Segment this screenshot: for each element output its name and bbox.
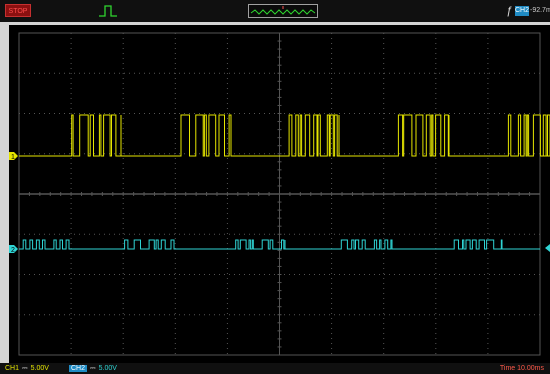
ch1-ground-marker[interactable]: 1 [9,152,18,161]
ch2-ground-marker-label: 2 [11,247,15,254]
waveform-position-preview[interactable] [248,4,318,18]
trigger-source-badge[interactable]: CH2 [515,6,530,16]
ch1-ground-marker-label: 1 [11,154,15,161]
preview-wave [250,6,316,15]
dc-coupling-icon: ⎓ [90,365,96,372]
ch2-label: CH2 [69,365,88,372]
trigger-level: -92.7mV [530,7,550,14]
trigger-level-marker[interactable] [545,244,550,252]
rising-edge-icon: ƒ [506,5,513,17]
ch2-trace [19,239,540,250]
top-status-bar: STOP ƒ CH2 -92.7mV [0,0,550,22]
timebase-readout[interactable]: Time 10.00ms [499,365,544,372]
ch1-scale: 5.00V [30,365,49,372]
ch1-scale-info[interactable]: CH1 ⎓ 5.00V [5,363,49,374]
dc-coupling-icon: ⎓ [22,365,28,372]
trigger-status: ƒ CH2 -92.7mV [506,4,550,18]
ch2-ground-marker[interactable]: 2 [9,245,18,254]
bottom-status-bar: CH1 ⎓ 5.00V CH2 ⎓ 5.00V Time 10.00ms [0,363,550,374]
ch1-label: CH1 [5,365,20,372]
ch2-scale: 5.00V [98,365,117,372]
pulse-icon[interactable] [98,4,118,18]
graticule: 12 [9,32,550,356]
run-stop-button[interactable]: STOP [5,4,31,17]
ch2-scale-info[interactable]: CH2 ⎓ 5.00V [69,363,117,374]
ch1-trace [19,114,550,157]
